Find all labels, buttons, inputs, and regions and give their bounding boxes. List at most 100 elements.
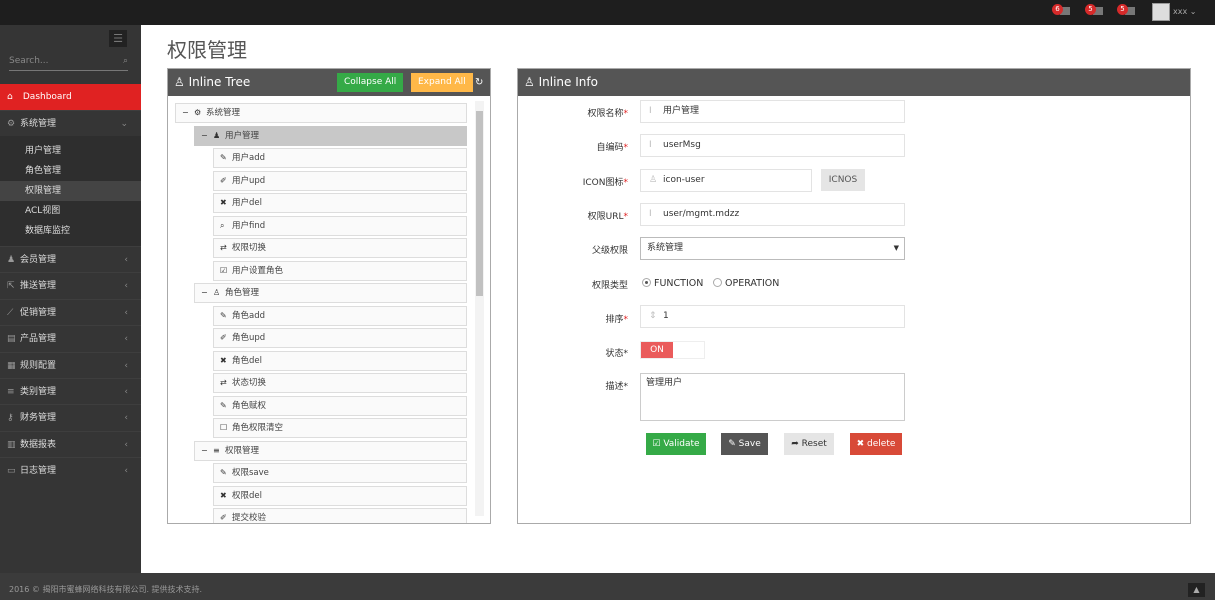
tree-node[interactable]: − ♟ 用户管理 — [194, 125, 467, 146]
page-title: 权限管理 — [167, 38, 247, 62]
user-menu[interactable]: xxx ⌄ — [1173, 7, 1197, 16]
tree-node[interactable]: ✖ 用户del — [213, 193, 467, 213]
tree-node[interactable]: − ⚙ 系统管理 — [175, 103, 467, 123]
scrollbar-thumb[interactable] — [476, 111, 483, 296]
tree-node[interactable]: ✎ 角色add — [213, 305, 467, 326]
sidebar-sub-users[interactable]: 用户管理 — [25, 146, 62, 156]
collapse-icon[interactable]: − — [201, 288, 208, 297]
tree-node[interactable]: ☑ 用户设置角色 — [213, 260, 467, 281]
tree-panel: ♙ Inline Tree Collapse All Expand All ↻ … — [167, 68, 491, 524]
radio-checked[interactable] — [642, 278, 651, 287]
type-radio-operation[interactable]: OPERATION — [713, 278, 779, 289]
validate-button[interactable]: ☑ Validate — [646, 433, 706, 455]
tree-node[interactable]: − ≡ 权限管理 — [194, 440, 467, 461]
tree-node[interactable]: ☐ 角色权限清空 — [213, 418, 467, 438]
tree-node[interactable]: ✎ 角色赋权 — [213, 395, 467, 416]
sidebar-item[interactable]: ▤ 产品管理 ‹ — [0, 325, 141, 351]
scrollbar[interactable] — [475, 101, 484, 516]
tree-node[interactable]: ✐ 角色upd — [213, 328, 467, 348]
order-stepper[interactable]: ⇕ 1 — [640, 305, 905, 328]
radio-unchecked[interactable] — [713, 278, 722, 287]
user-icon: ♟ — [213, 130, 221, 140]
sidebar-item[interactable]: ▭ 日志管理 ‹ — [0, 457, 141, 483]
desc-textarea[interactable]: 管理用户 — [640, 373, 905, 421]
pencil-icon: ✎ — [220, 153, 227, 162]
code-label: 自编码* — [596, 143, 628, 153]
icons-button[interactable]: ICNOS — [821, 169, 865, 191]
search-input[interactable]: Search... ⌕ — [9, 56, 128, 71]
chevron-left-icon: ‹ — [124, 281, 128, 292]
sidebar-item-dashboard[interactable]: ⌂ Dashboard — [0, 84, 141, 110]
tree-node-label: 用户设置角色 — [232, 265, 284, 276]
chevron-left-icon: ‹ — [124, 466, 128, 477]
chevron-down-icon: ⌄ — [120, 119, 128, 129]
submenu: 用户管理 角色管理 权限管理 ACL视图 数据库监控 — [0, 136, 141, 246]
times-icon: ✖ — [220, 355, 227, 365]
tree-node[interactable]: ⇄ 权限切换 — [213, 238, 467, 258]
save-button[interactable]: ✎ Save — [721, 433, 768, 455]
tree-node[interactable]: ✐ 用户upd — [213, 170, 467, 191]
sidebar-item[interactable]: ▦ 规则配置 ‹ — [0, 351, 141, 378]
tree-panel-header: ♙ Inline Tree Collapse All Expand All ↻ — [168, 69, 490, 96]
sidebar-sub-roles[interactable]: 角色管理 — [25, 166, 62, 176]
avatar[interactable] — [1152, 3, 1170, 21]
tree-node-label: 权限切换 — [232, 243, 267, 253]
type-radio-function[interactable]: FUNCTION — [642, 278, 703, 289]
notification-warning[interactable]: 6 — [1052, 4, 1072, 16]
tree-node[interactable]: ✖ 角色del — [213, 350, 467, 371]
tree-node[interactable]: − ♙ 角色管理 — [194, 283, 467, 303]
sidebar-item[interactable]: ⟋ 促销管理 ‹ — [0, 298, 141, 325]
collapse-all-button[interactable]: Collapse All — [337, 73, 404, 92]
delete-button[interactable]: ✖ delete — [850, 433, 902, 455]
notification-tasks[interactable]: 5 — [1117, 4, 1137, 16]
briefcase-icon: ▤ — [7, 334, 16, 345]
parent-select[interactable]: 系统管理 ▼ — [640, 237, 905, 260]
tree-node[interactable]: ✎ 用户add — [213, 148, 467, 168]
cogs-icon: ⚙ — [7, 119, 16, 129]
bars-icon: ≡ — [213, 445, 220, 455]
collapse-icon[interactable]: − — [182, 108, 189, 117]
sidebar: ☰ Search... ⌕ ⌂ Dashboard ⚙ 系统管理 ⌄ 用户管理 角色管… — [0, 25, 141, 573]
square-icon: ☐ — [220, 423, 228, 432]
search-icon[interactable]: ⌕ — [122, 56, 128, 66]
sidebar-item[interactable]: ▥ 数据报表 ‹ — [0, 430, 141, 457]
pencil-icon: ✎ — [220, 400, 227, 410]
tree-node-label: 权限save — [232, 468, 269, 478]
user-icon: ♟ — [7, 255, 16, 265]
bar-chart-icon: ▥ — [7, 439, 16, 450]
icon-input[interactable]: ♙ icon-user — [640, 169, 812, 192]
tree-node-label: 系统管理 — [206, 108, 241, 118]
share-icon: ➦ — [791, 439, 799, 449]
warning-icon — [1060, 7, 1070, 15]
sitemap-icon: ♙ — [174, 75, 185, 89]
reset-button[interactable]: ➦ Reset — [784, 433, 834, 455]
notification-inbox[interactable]: 5 — [1085, 4, 1105, 16]
sidebar-sub-acl[interactable]: ACL视图 — [25, 206, 61, 216]
tree-node-label: 角色upd — [232, 333, 266, 343]
status-toggle[interactable]: ON — [640, 341, 705, 359]
sidebar-sub-db-monitor[interactable]: 数据库监控 — [25, 226, 71, 236]
edit-icon: ✐ — [220, 333, 227, 342]
sidebar-item-system[interactable]: ⚙ 系统管理 ⌄ — [0, 110, 141, 136]
tree-node-label: 权限管理 — [225, 445, 260, 456]
tree-node[interactable]: ⇄ 状态切换 — [213, 373, 467, 393]
sidebar-item[interactable]: ♟ 会员管理 ‹ — [0, 246, 141, 272]
sidebar-item[interactable]: ⚷ 财务管理 ‹ — [0, 404, 141, 430]
chevron-down-icon: ⌄ — [1189, 7, 1197, 16]
collapse-icon[interactable]: − — [201, 130, 208, 140]
sidebar-toggle-icon[interactable]: ☰ — [109, 30, 127, 47]
sidebar-item[interactable]: ≡ 类别管理 ‹ — [0, 378, 141, 404]
tree-node[interactable]: ✖ 权限del — [213, 485, 467, 506]
tree-node[interactable]: ✐ 提交校验 — [213, 508, 467, 523]
sidebar-item[interactable]: ⇱ 推送管理 ‹ — [0, 272, 141, 298]
tree-node[interactable]: ⌕ 用户find — [213, 215, 467, 236]
sidebar-sub-permissions[interactable]: 权限管理 — [0, 181, 141, 201]
refresh-icon[interactable]: ↻ — [475, 77, 484, 88]
collapse-icon[interactable]: − — [201, 445, 208, 455]
name-input[interactable]: I 用户管理 — [640, 100, 905, 123]
tree-node[interactable]: ✎ 权限save — [213, 463, 467, 483]
expand-all-button[interactable]: Expand All — [411, 73, 473, 92]
scroll-top-icon[interactable]: ▲ — [1188, 583, 1205, 597]
